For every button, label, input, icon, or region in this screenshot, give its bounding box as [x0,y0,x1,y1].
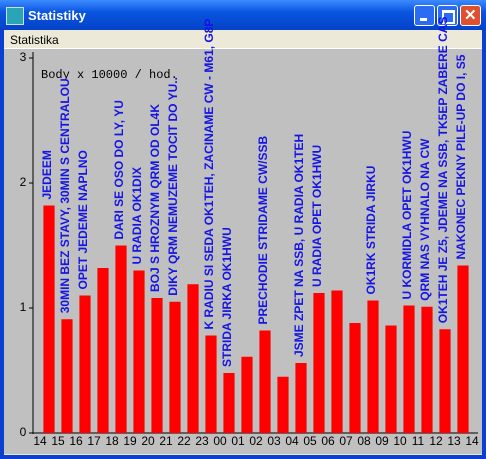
annotation: JSME ZPET NA SSB, U RADIA OK1TEH [292,134,306,357]
x-tick-label: 04 [285,434,299,448]
annotation: U RADIA OPET OK1HWU [310,145,324,287]
x-tick-label: 23 [195,434,209,448]
y-tick-label: 3 [20,50,27,64]
maximize-button[interactable] [437,5,458,26]
bar [169,301,181,433]
annotation: STRIDA JIRKA OK1HWU [220,227,234,367]
annotation: U KORMIDLA OPET OK1HWU [400,131,414,300]
x-tick-label: 06 [321,434,335,448]
x-tick-label: 21 [159,434,173,448]
bar [43,205,55,433]
x-tick-label: 14 [33,434,47,448]
bar [133,270,145,433]
x-tick-label: 10 [393,434,407,448]
annotation: JEDEEM [40,150,54,199]
bar [151,298,163,433]
close-button[interactable]: ✕ [460,5,481,26]
x-tick-label: 01 [231,434,245,448]
bar [223,373,235,433]
bar [313,293,325,433]
y-tick-label: 0 [20,425,27,439]
annotation: BOJ S HROZNYM QRM OD OL4K [148,104,162,292]
x-tick-label: 14 [465,434,479,448]
annotation: PRECHODIE STRIDAME CW/SSB [256,135,270,324]
x-tick-label: 16 [69,434,83,448]
x-tick-label: 12 [429,434,443,448]
annotation: OK1RK STRIDA JIRKU [364,166,378,295]
x-tick-label: 08 [357,434,371,448]
x-tick-label: 09 [375,434,389,448]
window-title: Statistiky [28,8,86,23]
bar [187,284,199,433]
bar [241,356,253,433]
title-bar: Statistiky ✕ [0,0,486,30]
annotation: 30MIN BEZ STAVY, 30MIN S CENTRALOU [58,78,72,313]
bar [349,323,361,433]
x-tick-label: 03 [267,434,281,448]
x-tick-label: 05 [303,434,317,448]
x-tick-label: 19 [123,434,137,448]
bar [61,319,73,433]
menu-item[interactable]: Statistika [10,33,59,47]
annotation: DIKY QRM NEMUZEME TOCIT DO YU.. [166,77,180,296]
x-tick-label: 17 [87,434,101,448]
x-tick-label: 11 [412,434,425,448]
y-tick-label: 2 [20,175,27,189]
annotation: U RADIA OK1DIX [130,167,144,265]
x-tick-label: 20 [141,434,155,448]
bar [115,245,127,433]
bar [439,329,451,433]
x-tick-label: 02 [249,434,263,448]
x-tick-label: 18 [105,434,119,448]
bar [295,363,307,433]
bar [403,305,415,433]
chart-title: Body x 10000 / hod. [41,68,178,82]
annotation: OK1TEH JE Z5, JDEME NA SSB, TK5EP ZABERE… [436,17,450,324]
bar [79,295,91,433]
bar [205,335,217,433]
bar [97,268,109,433]
annotation: K RADIU SI SEDA OK1TEH, ZACINAME CW - M6… [202,19,216,330]
bar [367,300,379,433]
bar [331,290,343,433]
minimize-button[interactable] [414,5,435,26]
app-icon [6,7,24,25]
bar [421,306,433,433]
x-tick-label: 15 [51,434,65,448]
bar [385,325,397,433]
annotation: NAKONEC PEKNY PILE-UP DO I, S5 [454,54,468,259]
bar [259,330,271,433]
x-tick-label: 22 [177,434,191,448]
annotation: OPET JEDEME NAPLNO [76,150,90,289]
annotation: DARI SE OSO DO LY, YU [112,100,126,239]
x-tick-label: 07 [339,434,353,448]
annotation: QRM NAS VYHNALO NA CW [418,138,432,301]
bar [457,265,469,433]
x-tick-label: 13 [447,434,461,448]
x-tick-label: 00 [213,434,227,448]
y-tick-label: 1 [20,300,27,314]
bar [277,376,289,433]
